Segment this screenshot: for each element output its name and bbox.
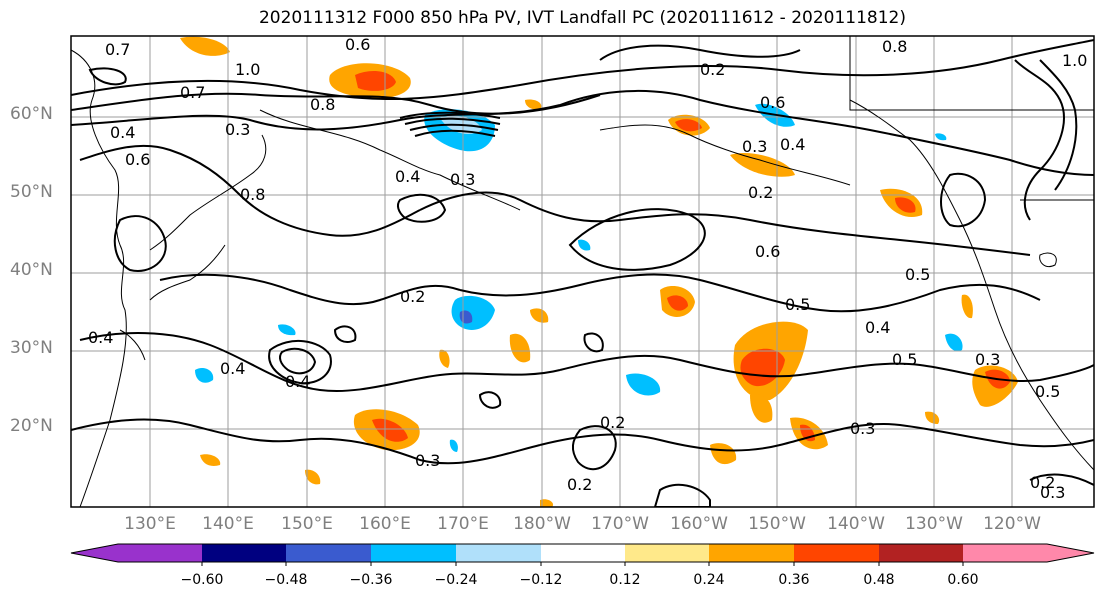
contour-label: 0.2 <box>700 60 725 79</box>
lon-label-160w: 160°W <box>670 514 728 534</box>
contour-label: 0.4 <box>395 167 420 186</box>
contour-label: 0.3 <box>1040 483 1065 502</box>
lat-label-40n: 40°N <box>10 260 53 280</box>
coastlines <box>71 36 1094 507</box>
colorbar-tick-label: 0.60 <box>947 572 979 588</box>
contour-label: 1.0 <box>1062 51 1087 70</box>
colorbar-tick-label: 0.48 <box>863 572 895 588</box>
colorbar-segment <box>625 544 709 562</box>
contour-label: 0.2 <box>600 413 625 432</box>
figure-title: 2020111312 F000 850 hPa PV, IVT Landfall… <box>258 8 906 28</box>
colorbar-tick-label: 0.24 <box>693 572 725 588</box>
pv-contour-bundle <box>399 111 501 137</box>
lat-label-50n: 50°N <box>10 182 53 202</box>
lon-label-140w: 140°W <box>827 514 885 534</box>
contour-labels: 0.7 0.6 1.0 0.8 0.2 0.7 0.4 0.3 0.3 0.8 … <box>88 35 1087 502</box>
contour-label: 0.6 <box>125 150 150 169</box>
contour-label: 0.6 <box>345 35 370 54</box>
contour-label: 0.5 <box>905 265 930 284</box>
colorbar-segment <box>794 544 879 562</box>
contour-label: 0.2 <box>748 183 773 202</box>
lon-label-180w: 180°W <box>513 514 571 534</box>
lon-label-160e: 160°E <box>359 514 411 534</box>
colorbar-segment <box>456 544 541 562</box>
contour-label: 0.5 <box>1035 382 1060 401</box>
contour-label: 0.4 <box>220 359 245 378</box>
colorbar-tick-label: −0.60 <box>180 572 224 588</box>
contour-label: 0.5 <box>785 295 810 314</box>
map-panel: 0.7 0.6 1.0 0.8 0.2 0.7 0.4 0.3 0.3 0.8 … <box>71 35 1094 507</box>
colorbar-tick-label: −0.12 <box>519 572 563 588</box>
lon-label-130w: 130°W <box>905 514 963 534</box>
contour-label: 0.3 <box>450 170 475 189</box>
colorbar-extend-low <box>71 544 118 562</box>
colorbar-tick-label: −0.48 <box>264 572 308 588</box>
colorbar-tick-label: 0.12 <box>609 572 641 588</box>
contour-label: 0.8 <box>310 95 335 114</box>
contour-label: 0.4 <box>865 318 890 337</box>
contour-label: 0.7 <box>105 40 130 59</box>
colorbar-segment <box>371 544 456 562</box>
colorbar-segment <box>202 544 286 562</box>
lon-label-170w: 170°W <box>591 514 649 534</box>
contour-label: 0.6 <box>755 242 780 261</box>
contour-label: 0.2 <box>1030 473 1055 492</box>
lat-label-60n: 60°N <box>10 104 53 124</box>
contour-label: 0.3 <box>415 451 440 470</box>
lon-label-170e: 170°E <box>437 514 489 534</box>
lon-label-120w: 120°W <box>983 514 1041 534</box>
contour-label: 0.3 <box>975 350 1000 369</box>
colorbar-tick-label: −0.36 <box>349 572 393 588</box>
colorbar-segment <box>541 544 625 562</box>
contour-label: 0.2 <box>400 287 425 306</box>
contour-label: 0.4 <box>285 372 310 391</box>
colorbar-tick-label: 0.36 <box>778 572 810 588</box>
lat-label-30n: 30°N <box>10 338 53 358</box>
colorbar-segment <box>286 544 371 562</box>
contour-label: 0.8 <box>882 37 907 56</box>
contour-label: 0.6 <box>760 93 785 112</box>
contour-label: 0.3 <box>225 120 250 139</box>
contour-label: 0.4 <box>110 123 135 142</box>
contour-label: 0.2 <box>567 475 592 494</box>
map-frame <box>70 35 1095 508</box>
lon-label-140e: 140°E <box>202 514 254 534</box>
colorbar <box>70 543 1095 566</box>
contour-label: 0.3 <box>742 137 767 156</box>
colorbar-tick-label: −0.24 <box>434 572 478 588</box>
colorbar-extend-high <box>1047 544 1094 562</box>
contour-label: 0.8 <box>240 185 265 204</box>
colorbar-segment <box>709 544 794 562</box>
colorbar-segment <box>879 544 963 562</box>
colorbar-segment <box>963 544 1047 562</box>
lon-label-150e: 150°E <box>281 514 333 534</box>
graticule <box>71 36 1094 507</box>
lat-label-20n: 20°N <box>10 416 53 436</box>
positive-anomaly-shading <box>180 36 1018 507</box>
contour-label: 0.4 <box>780 135 805 154</box>
colorbar-segment <box>118 544 202 562</box>
contour-label: 0.7 <box>180 83 205 102</box>
contour-label: 1.0 <box>235 60 260 79</box>
contour-label: 0.3 <box>850 419 875 438</box>
contour-label: 0.4 <box>88 328 113 347</box>
contour-label: 0.5 <box>892 350 917 369</box>
lon-label-130e: 130°E <box>124 514 176 534</box>
lon-label-150w: 150°W <box>748 514 806 534</box>
pv-contours <box>71 39 1094 507</box>
